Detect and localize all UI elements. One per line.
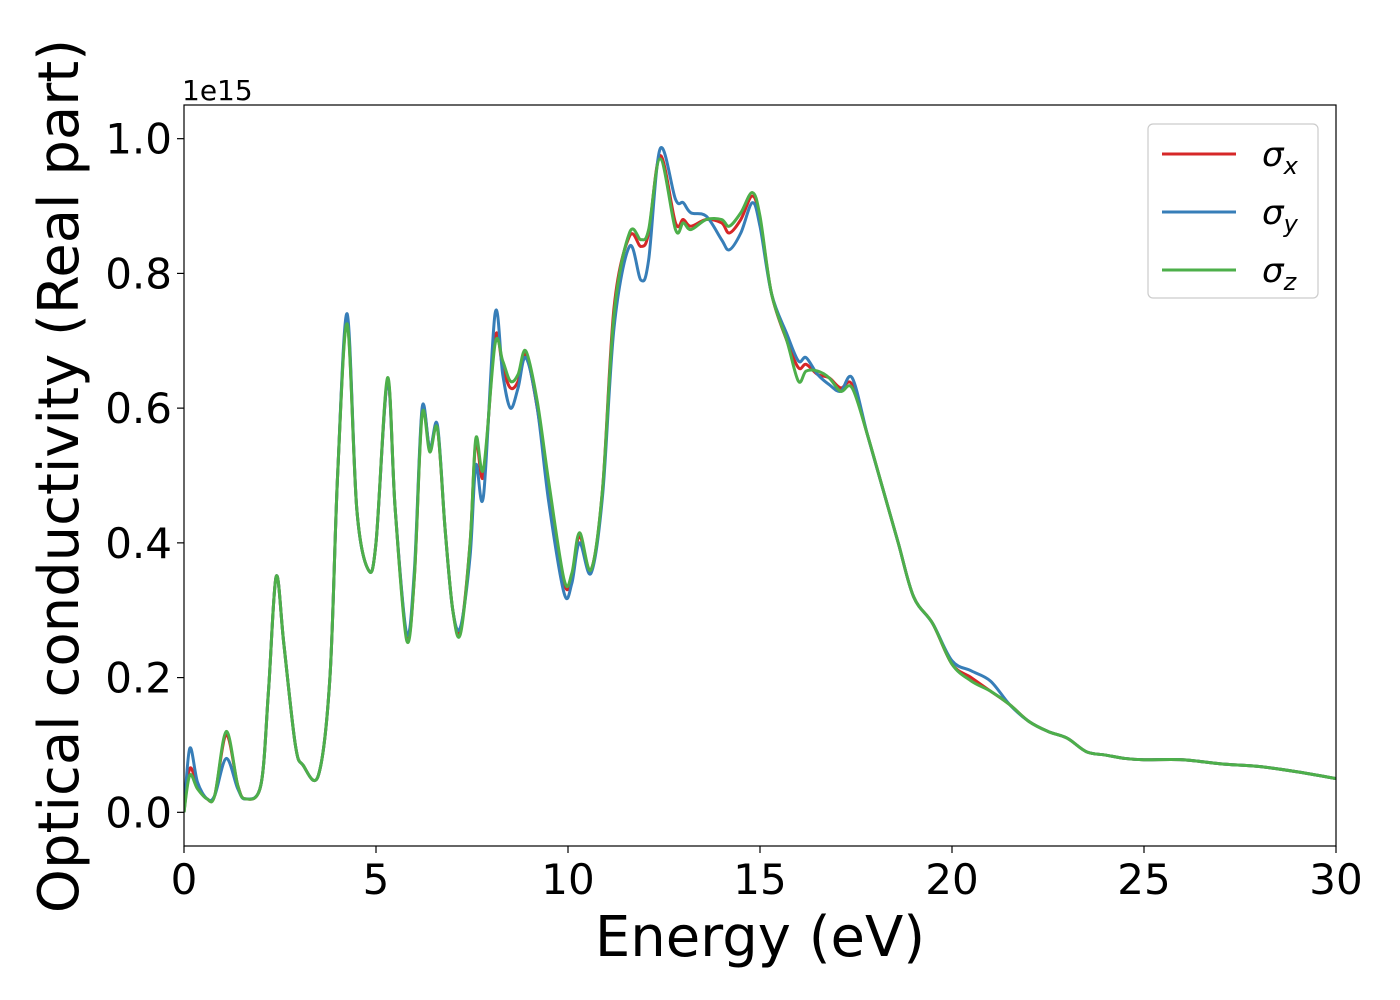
- y-tick-label: 0.6: [105, 384, 172, 433]
- x-axis: 0 5 10 15 20 25 30: [171, 846, 1363, 904]
- y-tick-label: 0.2: [105, 654, 172, 703]
- series-layer: [184, 146, 1336, 813]
- x-tick-label: 15: [733, 855, 786, 904]
- legend-symbol: σ: [1262, 251, 1285, 291]
- legend-subscript: y: [1283, 210, 1299, 238]
- legend-symbol: σ: [1262, 135, 1285, 175]
- legend-label-x: σx: [1262, 135, 1299, 180]
- y-tick-label: 0.0: [105, 788, 172, 837]
- legend-subscript: z: [1283, 268, 1298, 296]
- legend-label-z: σz: [1262, 251, 1298, 296]
- legend-symbol: σ: [1262, 193, 1285, 233]
- x-tick-label: 20: [925, 855, 978, 904]
- y-tick-label: 1.0: [105, 115, 172, 164]
- series-line-z: [184, 157, 1336, 813]
- x-tick-label: 10: [541, 855, 594, 904]
- legend-label-y: σy: [1262, 193, 1299, 238]
- y-offset-label: 1e15: [182, 74, 253, 107]
- x-tick-label: 25: [1117, 855, 1170, 904]
- x-tick-label: 0: [171, 855, 198, 904]
- legend-subscript: x: [1283, 152, 1299, 180]
- x-axis-title: Energy (eV): [595, 905, 925, 970]
- y-tick-label: 0.8: [105, 249, 172, 298]
- y-tick-label: 0.4: [105, 519, 172, 568]
- y-axis: 0.0 0.2 0.4 0.6 0.8 1.0: [105, 115, 184, 837]
- y-axis-title: Optical conductivity (Real part): [27, 39, 92, 913]
- x-tick-label: 5: [363, 855, 390, 904]
- x-tick-label: 30: [1309, 855, 1362, 904]
